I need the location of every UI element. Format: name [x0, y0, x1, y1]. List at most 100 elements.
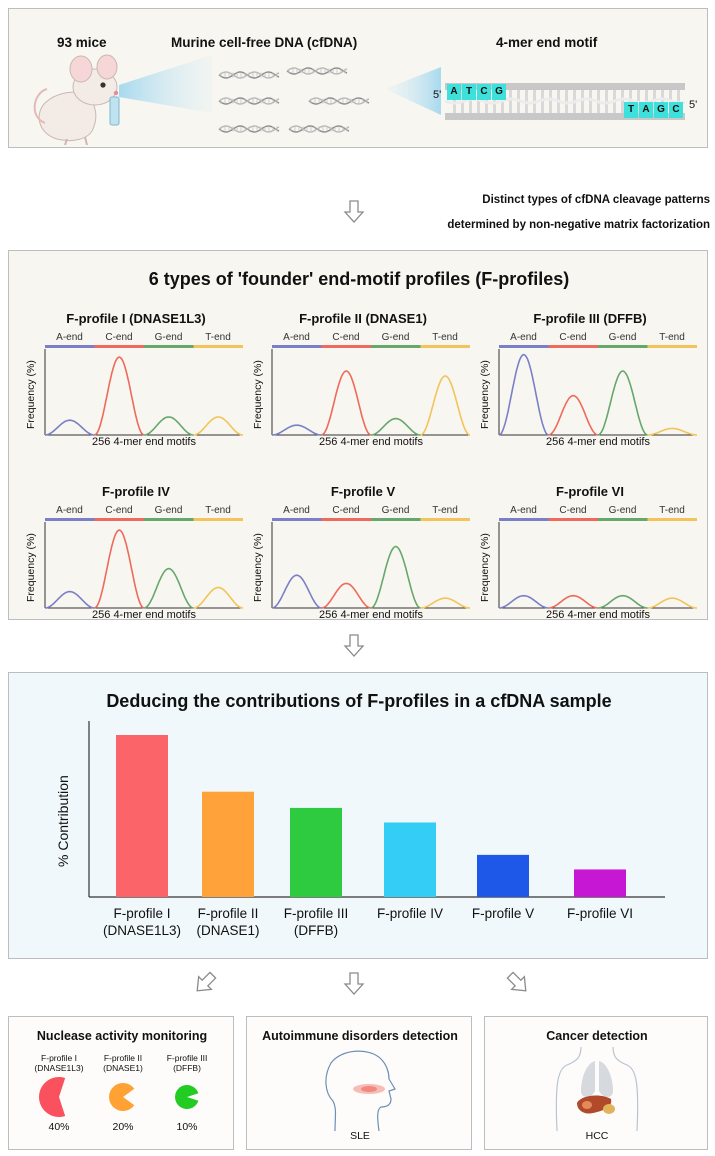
motif-beam	[385, 67, 441, 115]
profile-peak	[597, 594, 648, 609]
f-profile-title: F-profile IV	[102, 484, 170, 499]
segment-label: A-end	[510, 505, 537, 516]
f-profile-title: F-profile VI	[556, 484, 624, 499]
base-a: A	[447, 84, 461, 100]
f-profile-curve	[271, 518, 470, 609]
segment-label: G-end	[608, 505, 637, 516]
profile-peak	[193, 416, 243, 436]
segment-label: C-end	[105, 332, 133, 343]
nuclease-item-sub: (DNASE1)	[103, 1063, 143, 1073]
profile-peak	[647, 597, 697, 609]
nuclease-title: Nuclease activity monitoring	[36, 1029, 208, 1043]
profile-peak	[143, 416, 194, 436]
dna-helix-icon	[308, 97, 370, 105]
profile-peak	[370, 417, 421, 436]
nuclease-panel: Nuclease activity monitoring F-profile I…	[8, 1016, 234, 1150]
contribution-chart	[88, 721, 665, 898]
dna-helix-icon	[218, 97, 280, 105]
torso-liver-icon	[555, 1047, 639, 1131]
contribution-panel: Deducing the contributions of F-profiles…	[8, 672, 708, 959]
autoimmune-panel: Autoimmune disorders detection SLE	[246, 1016, 472, 1150]
nuclease-item-pct: 20%	[112, 1121, 134, 1133]
motif-left-bases: A T C G	[447, 84, 506, 100]
contribution-bar	[202, 791, 254, 897]
top-panel: 93 mice Murine cell-free DNA (cfDNA) 4-m…	[8, 8, 708, 148]
nuclease-item: F-profile II (DNASE1) 20%	[93, 1053, 153, 1133]
cancer-title: Cancer detection	[546, 1029, 648, 1043]
f-profile-curve	[271, 345, 470, 436]
base-t: T	[462, 84, 476, 100]
f-profile-curve	[44, 518, 243, 609]
profile-peak	[44, 590, 95, 609]
down-arrow-icon	[343, 200, 365, 223]
segment-label: A-end	[283, 332, 310, 343]
dna-helix-icon	[218, 71, 280, 79]
dna-helix-icon	[218, 125, 280, 133]
profile-peak	[143, 567, 194, 609]
hcc-label: HCC	[585, 1130, 609, 1142]
f-profile-curve	[498, 345, 697, 436]
segment-label: T-end	[205, 332, 231, 343]
f-profile-title: F-profile I (DNASE1L3)	[66, 311, 206, 326]
motifs-xlabel: 256 4-mer end motifs	[319, 609, 423, 621]
contribution-title: Deducing the contributions of F-profiles…	[106, 691, 612, 711]
nuclease-item-sub: (DFFB)	[173, 1063, 201, 1073]
bar-category-label: F-profile VI	[566, 906, 634, 921]
pie-pacman-icon	[39, 1077, 66, 1117]
nuclease-item-name: F-profile II	[103, 1053, 143, 1063]
bar-category-label: F-profile V	[471, 906, 535, 921]
dna-ladder	[445, 83, 686, 120]
f-profile-curve	[498, 518, 697, 609]
bar-category-label: F-profile I (DNASE1L3)	[102, 906, 182, 938]
f-profile-card: F-profile V A-end C-end G-end T-end Frequency…	[252, 484, 470, 654]
bottom-strand	[445, 113, 685, 120]
segment-label: C-end	[559, 332, 587, 343]
f-profile-card: F-profile VI A-end C-end G-end T-end Frequenc…	[479, 484, 697, 654]
profile-peak	[420, 597, 470, 609]
contribution-bar	[574, 869, 626, 897]
down-left-arrow-icon	[196, 971, 217, 992]
profile-peak	[597, 370, 648, 436]
segment-label: A-end	[56, 505, 83, 516]
segment-label: G-end	[154, 505, 183, 516]
motifs-xlabel: 256 4-mer end motifs	[319, 436, 423, 448]
segment-label: T-end	[432, 332, 458, 343]
profile-peak	[271, 424, 322, 436]
five-prime-left: 5'	[433, 89, 442, 101]
motifs-xlabel: 256 4-mer end motifs	[92, 436, 196, 448]
nuclease-item-name: F-profile III	[166, 1053, 208, 1063]
base-c: C	[477, 84, 491, 100]
segment-label: C-end	[332, 332, 360, 343]
bar-category-label: F-profile II (DNASE1)	[196, 906, 260, 938]
base-g: G	[492, 84, 506, 100]
profile-peak	[498, 353, 549, 436]
profile-peak	[498, 594, 549, 609]
down-arrow-icon	[343, 972, 365, 995]
f-profile-title: F-profile II (DNASE1)	[299, 311, 427, 326]
mouse-illustration	[33, 54, 212, 145]
cancer-panel: Cancer detection HCC	[484, 1016, 708, 1150]
motifs-xlabel: 256 4-mer end motifs	[546, 436, 650, 448]
sle-label: SLE	[350, 1130, 370, 1142]
mice-label: 93 mice	[57, 35, 107, 50]
segment-label: T-end	[432, 505, 458, 516]
down-arrow-icon	[343, 634, 365, 657]
profile-peak	[548, 394, 599, 436]
nuclease-item-sub: (DNASE1L3)	[34, 1063, 84, 1073]
base-t: T	[624, 102, 638, 118]
f-profile-title: F-profile V	[330, 484, 396, 499]
contribution-bar	[384, 822, 436, 897]
dna-helix-icon	[286, 67, 348, 75]
profile-peak	[44, 419, 95, 436]
segment-label: G-end	[608, 332, 637, 343]
base-a: A	[639, 102, 653, 118]
motif-right-bases: T A G C	[624, 102, 683, 118]
nuclease-item-name: F-profile I	[41, 1053, 77, 1063]
segment-label: A-end	[510, 332, 537, 343]
segment-label: T-end	[205, 505, 231, 516]
top-strand	[445, 83, 685, 90]
segment-label: T-end	[659, 505, 685, 516]
f-profile-card: F-profile III (DFFB) A-end C-end G-end T-end…	[479, 311, 697, 481]
cfdna-helices	[218, 67, 370, 133]
f-profile-title: F-profile III (DFFB)	[533, 311, 647, 326]
